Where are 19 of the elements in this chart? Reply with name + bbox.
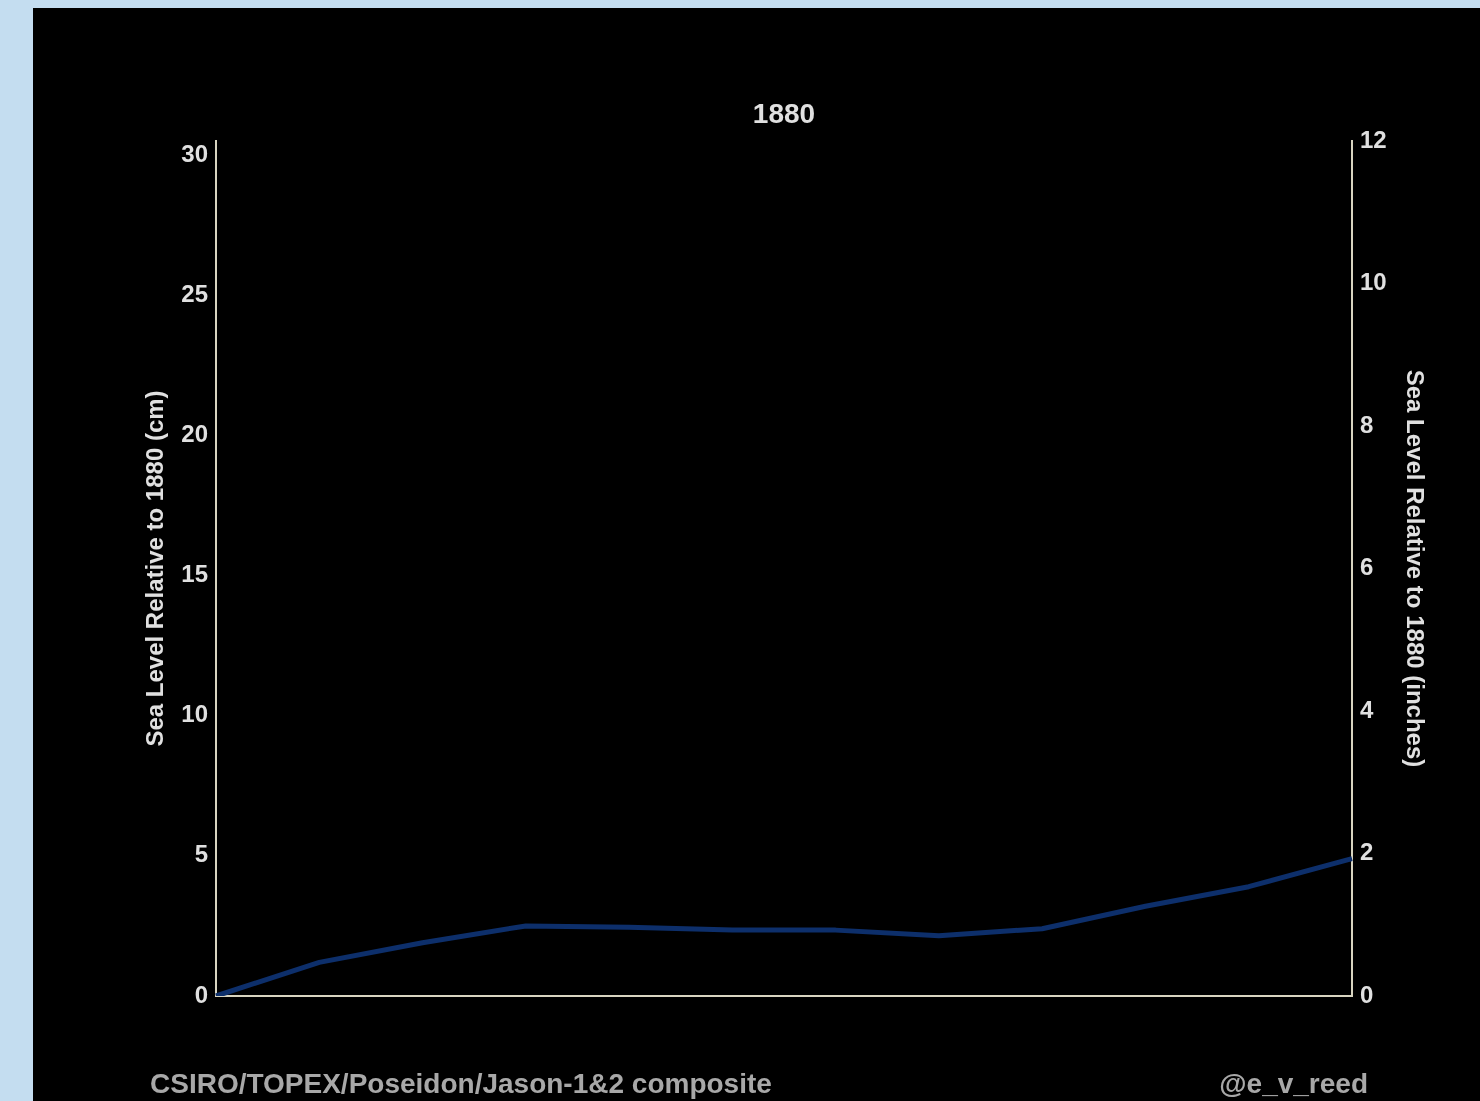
y2-tick-label: 8 [1360, 410, 1374, 438]
y2-tick-label: 4 [1360, 695, 1374, 723]
y2-tick-label: 6 [1360, 553, 1374, 581]
y2-tick-label: 0 [1360, 980, 1374, 1008]
y-tick-label: 0 [194, 980, 208, 1008]
y-tick-label: 30 [181, 139, 208, 167]
y-axis-title: Sea Level Relative to 1880 (cm) [141, 390, 169, 747]
text: @e_v_reed [1219, 1068, 1368, 1100]
y-tick-label: 20 [181, 419, 208, 447]
y-tick-label: 25 [181, 279, 208, 307]
y-tick-label: 10 [181, 700, 208, 728]
y-tick-label: 15 [181, 560, 208, 588]
y2-tick-label: 2 [1360, 838, 1374, 866]
text: CSIRO/TOPEX/Poseidon/Jason-1&2 composite [150, 1068, 772, 1100]
y2-tick-label: 10 [1360, 268, 1387, 296]
chart-title: 1880 [752, 97, 816, 129]
y2-tick-label: 12 [1360, 125, 1387, 153]
y-tick-label: 5 [194, 840, 208, 868]
y2-axis-title: Sea Level Relative to 1880 (inches) [1401, 369, 1429, 768]
